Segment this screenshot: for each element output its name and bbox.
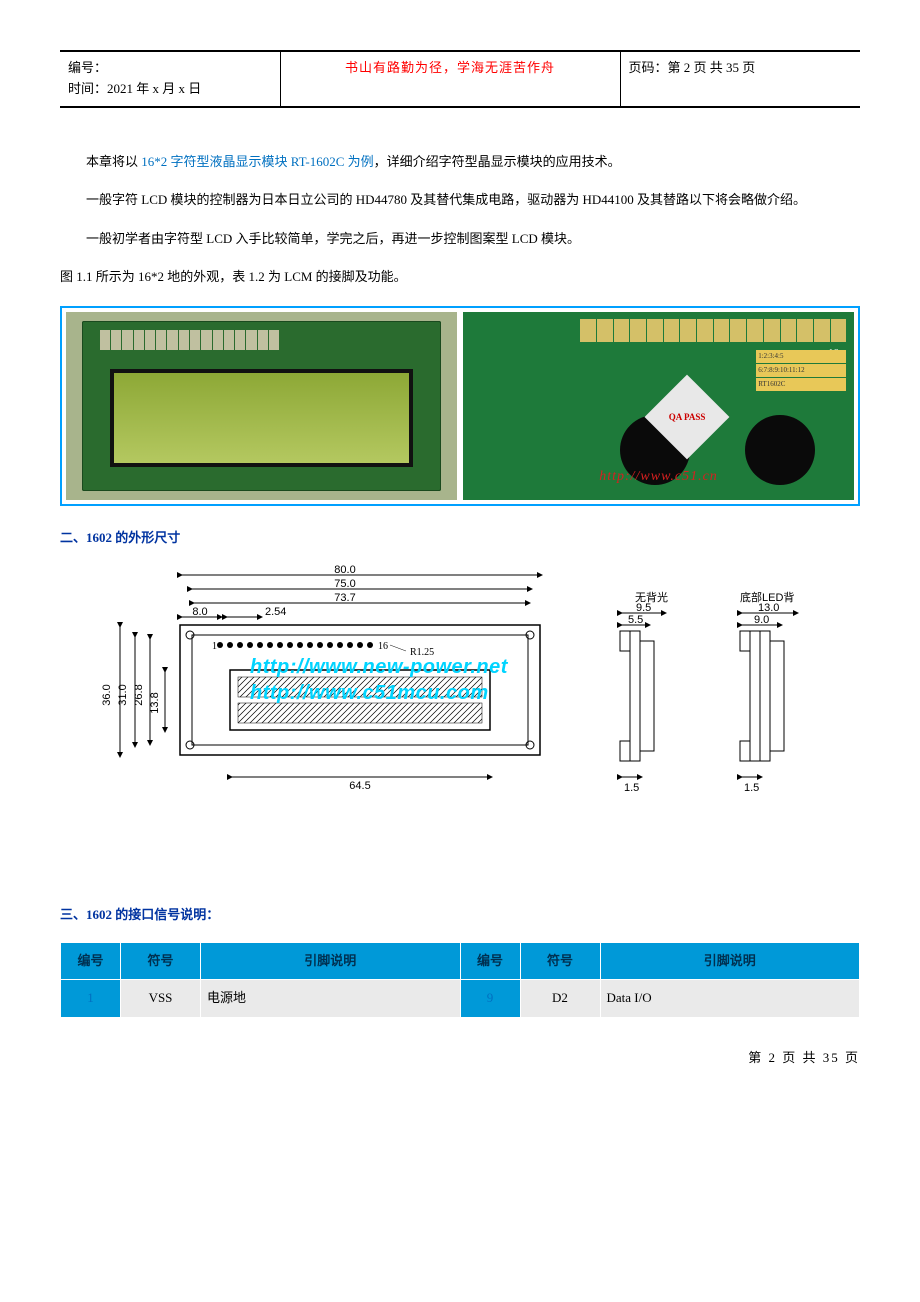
- dim-36: 36.0: [101, 684, 113, 705]
- dim-55: 5.5: [628, 614, 643, 626]
- product-photo-row: 16 1:2:3:4:5 6:7:8:9:10:11:12 RT1602C QA…: [60, 306, 860, 506]
- p1-b: ，详细介绍字符型晶显示模块的应用技术。: [374, 154, 621, 169]
- dim-8: 8.0: [192, 606, 207, 618]
- th-num1: 编号: [61, 942, 121, 980]
- dim-737: 73.7: [334, 592, 355, 604]
- dim-80: 80.0: [334, 565, 355, 576]
- section-3-heading: 三、1602 的接口信号说明：: [60, 905, 860, 926]
- cell-n2: 9: [460, 980, 520, 1018]
- dim-15a: 1.5: [624, 782, 639, 794]
- th-desc2: 引脚说明: [600, 942, 860, 980]
- dim-pin1: 1: [212, 641, 217, 652]
- photo-front-bg: [66, 312, 457, 500]
- chip-blob-icon: [745, 415, 815, 485]
- photo-back: 16 1:2:3:4:5 6:7:8:9:10:11:12 RT1602C QA…: [463, 312, 854, 500]
- figure-url-2: http://www.c51mcu.com: [250, 677, 489, 709]
- document-header: 编号： 时间：2021 年 x 月 x 日 书山有路勤为径，学海无涯苦作舟 页码…: [60, 50, 860, 108]
- yellow-label-1: 6:7:8:9:10:11:12: [756, 364, 846, 377]
- paragraph-4: 图 1.1 所示为 16*2 地的外观，表 1.2 为 LCM 的接脚及功能。: [60, 263, 860, 292]
- table-header-row: 编号 符号 引脚说明 编号 符号 引脚说明: [61, 942, 860, 980]
- th-sym1: 符号: [121, 942, 201, 980]
- photo-url-overlay: http://www.c51.cn: [599, 466, 718, 488]
- th-desc1: 引脚说明: [201, 942, 461, 980]
- dim-645: 64.5: [349, 780, 370, 792]
- qa-text: QA PASS: [669, 410, 706, 424]
- doc-date: 时间：2021 年 x 月 x 日: [68, 79, 272, 100]
- paragraph-1: 本章将以 16*2 字符型液晶显示模块 RT-1602C 为例，详细介绍字符型晶…: [60, 148, 860, 177]
- cell-s1: VSS: [121, 980, 201, 1018]
- cell-d2: Data I/O: [600, 980, 860, 1018]
- back-pad-row-icon: [580, 319, 846, 342]
- table-row: 1 VSS 电源地 9 D2 Data I/O: [61, 980, 860, 1018]
- yellow-label-2: RT1602C: [756, 378, 846, 391]
- dim-31: 31.0: [117, 684, 129, 705]
- dim-95: 9.5: [636, 602, 651, 614]
- cell-n1: 1: [61, 980, 121, 1018]
- doc-number: 编号：: [68, 58, 272, 79]
- dim-15b: 1.5: [744, 782, 759, 794]
- header-page: 页码：第 2 页 共 35 页: [620, 51, 860, 107]
- paragraph-3: 一般初学者由字符型 LCD 入手比较简单，学完之后，再进一步控制图案型 LCD …: [60, 225, 860, 254]
- header-left-cell: 编号： 时间：2021 年 x 月 x 日: [60, 51, 280, 107]
- dim-90: 9.0: [754, 614, 769, 626]
- page-footer: 第 2 页 共 35 页: [60, 1048, 860, 1069]
- pin-signal-table: 编号 符号 引脚说明 编号 符号 引脚说明 1 VSS 电源地 9 D2 Dat…: [60, 942, 860, 1019]
- photo-front: [66, 312, 457, 500]
- dim-130: 13.0: [758, 602, 779, 614]
- p1-link: 16*2 字符型液晶显示模块 RT-1602C 为例: [141, 154, 373, 169]
- p1-a: 本章将以: [86, 154, 141, 169]
- th-sym2: 符号: [520, 942, 600, 980]
- pin-row-icon: [100, 330, 280, 350]
- back-yellow-labels: 1:2:3:4:5 6:7:8:9:10:11:12 RT1602C: [756, 350, 846, 393]
- dim-75: 75.0: [334, 578, 355, 590]
- yellow-label-0: 1:2:3:4:5: [756, 350, 846, 363]
- cell-s2: D2: [520, 980, 600, 1018]
- dimension-figure: 1 16 R1.25 80.0 75.0 73.7 8.0 2.54 64.5: [60, 565, 860, 805]
- cell-d1: 电源地: [201, 980, 461, 1018]
- th-num2: 编号: [460, 942, 520, 980]
- dim-254: 2.54: [265, 606, 286, 618]
- pcb-front: [82, 321, 442, 490]
- header-motto: 书山有路勤为径，学海无涯苦作舟: [280, 51, 620, 107]
- pcb-back: 16 1:2:3:4:5 6:7:8:9:10:11:12 RT1602C QA…: [463, 312, 854, 500]
- section-2-heading: 二、1602 的外形尺寸: [60, 528, 860, 549]
- paragraph-2: 一般字符 LCD 模块的控制器为日本日立公司的 HD44780 及其替代集成电路…: [60, 186, 860, 215]
- dim-138: 13.8: [149, 692, 161, 713]
- dim-268: 26.8: [133, 684, 145, 705]
- lcd-glass-icon: [110, 369, 412, 467]
